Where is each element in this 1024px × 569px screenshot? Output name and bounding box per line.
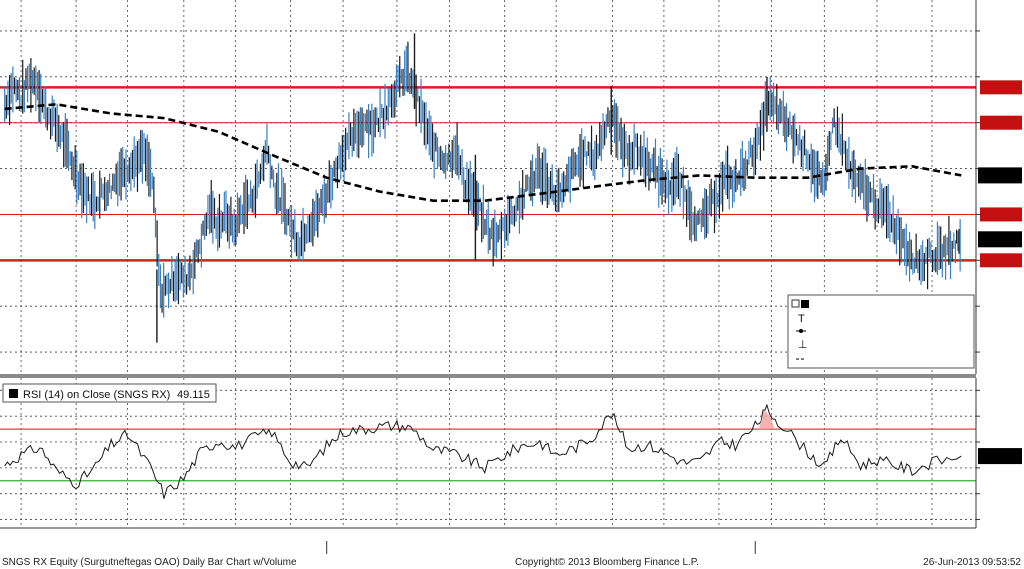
average-dot-icon	[799, 329, 803, 333]
last-price-swatch-icon	[801, 300, 809, 308]
low-marker-icon: ⊥	[798, 339, 808, 351]
rsi-legend-label: RSI (14) on Close (SNGS RX)	[23, 389, 170, 401]
level-tag	[980, 80, 1022, 95]
rsi-polyline	[4, 403, 962, 499]
rsi-last-tag	[978, 448, 1022, 465]
price-y-axis	[975, 0, 980, 374]
level-tag	[980, 253, 1022, 268]
rsi-overbought-fill	[758, 409, 775, 430]
sma-tag	[978, 167, 1022, 184]
last-price-tag	[978, 231, 1022, 248]
footer-timestamp: 26-Jun-2013 09:53:52	[923, 557, 1021, 568]
rsi-legend: RSI (14) on Close (SNGS RX) 49.115	[2, 383, 217, 403]
price-axis-labels	[978, 80, 1022, 268]
panel-separator	[0, 374, 976, 378]
rsi-panel: RSI (14) on Close (SNGS RX) 49.115	[0, 378, 1022, 528]
level-tag	[980, 207, 1022, 222]
legend-expand-icon	[791, 299, 800, 308]
price-panel: T⊥	[0, 0, 1022, 375]
footer-copyright: Copyright© 2013 Bloomberg Finance L.P.	[515, 557, 699, 568]
rsi-line	[4, 403, 962, 499]
x-axis	[0, 527, 976, 554]
rsi-legend-swatch	[9, 389, 18, 398]
sma-line	[4, 102, 962, 202]
price-legend: T⊥	[787, 294, 975, 369]
high-marker-icon: T	[798, 313, 805, 325]
footer-title: SNGS RX Equity (Surgutneftegas OAO) Dail…	[2, 557, 297, 568]
level-tag	[980, 115, 1022, 130]
rsi-y-axis	[975, 378, 1022, 528]
sma-polyline	[4, 102, 962, 202]
rsi-grid	[0, 378, 976, 528]
rsi-legend-value: 49.115	[177, 389, 210, 401]
rsi-level-lines	[0, 428, 976, 482]
footer: SNGS RX Equity (Surgutneftegas OAO) Dail…	[2, 557, 1021, 568]
